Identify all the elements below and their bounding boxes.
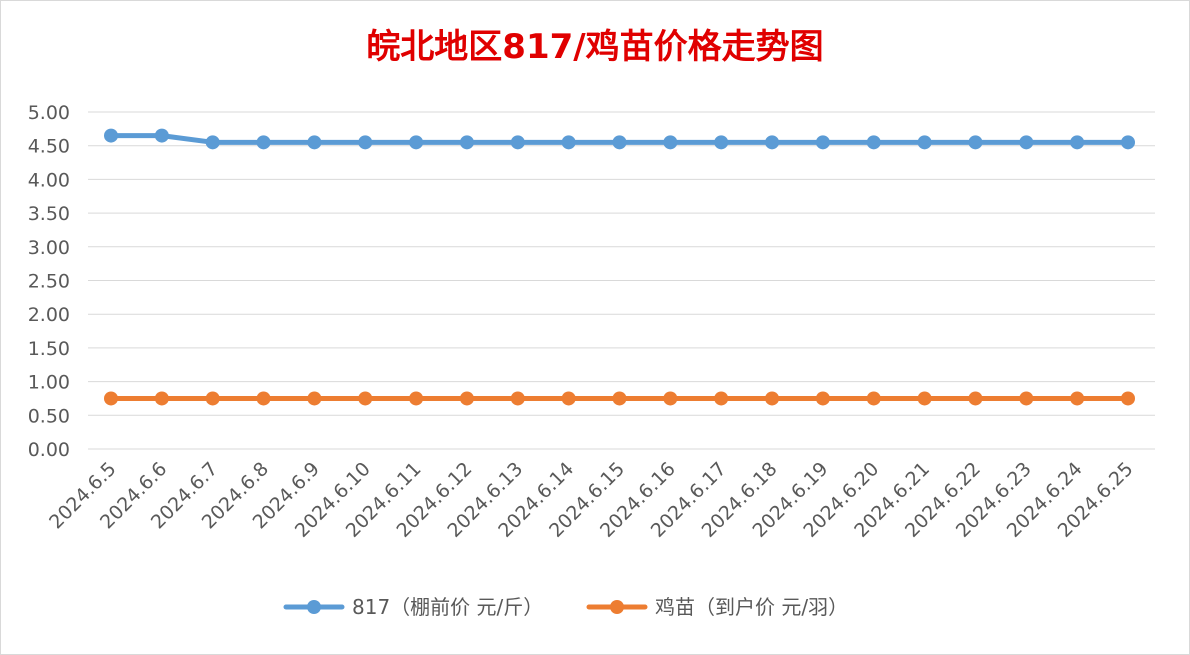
data-point	[866, 391, 881, 406]
data-point	[1070, 391, 1085, 406]
data-point	[1019, 391, 1034, 406]
data-point	[866, 135, 881, 150]
y-tick-label: 3.50	[28, 203, 70, 225]
y-tick-label: 4.50	[28, 136, 70, 158]
series-lines	[104, 128, 1135, 406]
legend-item: 鸡苗（到户价 元/羽）	[586, 595, 848, 619]
data-point	[815, 391, 830, 406]
y-tick-label: 5.00	[28, 102, 70, 124]
legend-label: 817（棚前价 元/斤）	[352, 595, 543, 619]
x-axis-ticks: 2024.6.52024.6.62024.6.72024.6.82024.6.9…	[45, 458, 1137, 542]
data-point	[612, 135, 627, 150]
y-tick-label: 0.00	[28, 439, 70, 461]
y-tick-label: 1.50	[28, 338, 70, 360]
data-point	[917, 135, 932, 150]
data-point	[510, 391, 525, 406]
data-point	[663, 135, 678, 150]
data-point	[256, 135, 271, 150]
data-point	[256, 391, 271, 406]
data-point	[917, 391, 932, 406]
data-point	[104, 391, 118, 406]
chart-title: 皖北地区817/鸡苗价格走势图	[366, 27, 823, 67]
data-point	[968, 391, 983, 406]
y-tick-label: 0.50	[28, 405, 70, 427]
legend-label: 鸡苗（到户价 元/羽）	[655, 595, 848, 619]
data-point	[1121, 391, 1135, 406]
data-point	[1070, 135, 1085, 150]
data-point	[510, 135, 525, 150]
data-point	[612, 391, 627, 406]
data-point	[409, 391, 424, 406]
data-point	[663, 391, 678, 406]
y-tick-label: 4.00	[28, 169, 70, 191]
data-point	[1019, 135, 1034, 150]
data-point	[765, 135, 780, 150]
y-tick-label: 2.50	[28, 271, 70, 293]
series-1	[104, 128, 1135, 150]
data-point	[104, 128, 118, 143]
data-point	[154, 128, 169, 143]
data-point	[205, 391, 220, 406]
data-point	[714, 391, 729, 406]
data-point	[1121, 135, 1135, 150]
data-point	[815, 135, 830, 150]
y-tick-label: 2.00	[28, 304, 70, 326]
data-point	[765, 391, 780, 406]
data-point	[358, 391, 373, 406]
data-point	[307, 391, 322, 406]
y-tick-label: 1.00	[28, 372, 70, 394]
series-2	[104, 391, 1135, 406]
legend-swatch-marker	[610, 600, 624, 614]
data-point	[358, 135, 373, 150]
y-tick-label: 3.00	[28, 237, 70, 259]
y-axis-ticks: 0.00 0.50 1.00 1.50 2.00 2.50 3.00 3.50 4.00 4.50…	[28, 102, 70, 461]
data-point	[459, 135, 474, 150]
data-point	[714, 135, 729, 150]
data-point	[561, 135, 576, 150]
data-point	[968, 135, 983, 150]
data-point	[409, 135, 424, 150]
legend: 817（棚前价 元/斤） 鸡苗（到户价 元/羽）	[283, 595, 848, 619]
data-point	[459, 391, 474, 406]
data-point	[561, 391, 576, 406]
legend-item: 817（棚前价 元/斤）	[283, 595, 543, 619]
legend-swatch-marker	[307, 600, 321, 614]
data-point	[307, 135, 322, 150]
data-point	[205, 135, 220, 150]
data-point	[154, 391, 169, 406]
